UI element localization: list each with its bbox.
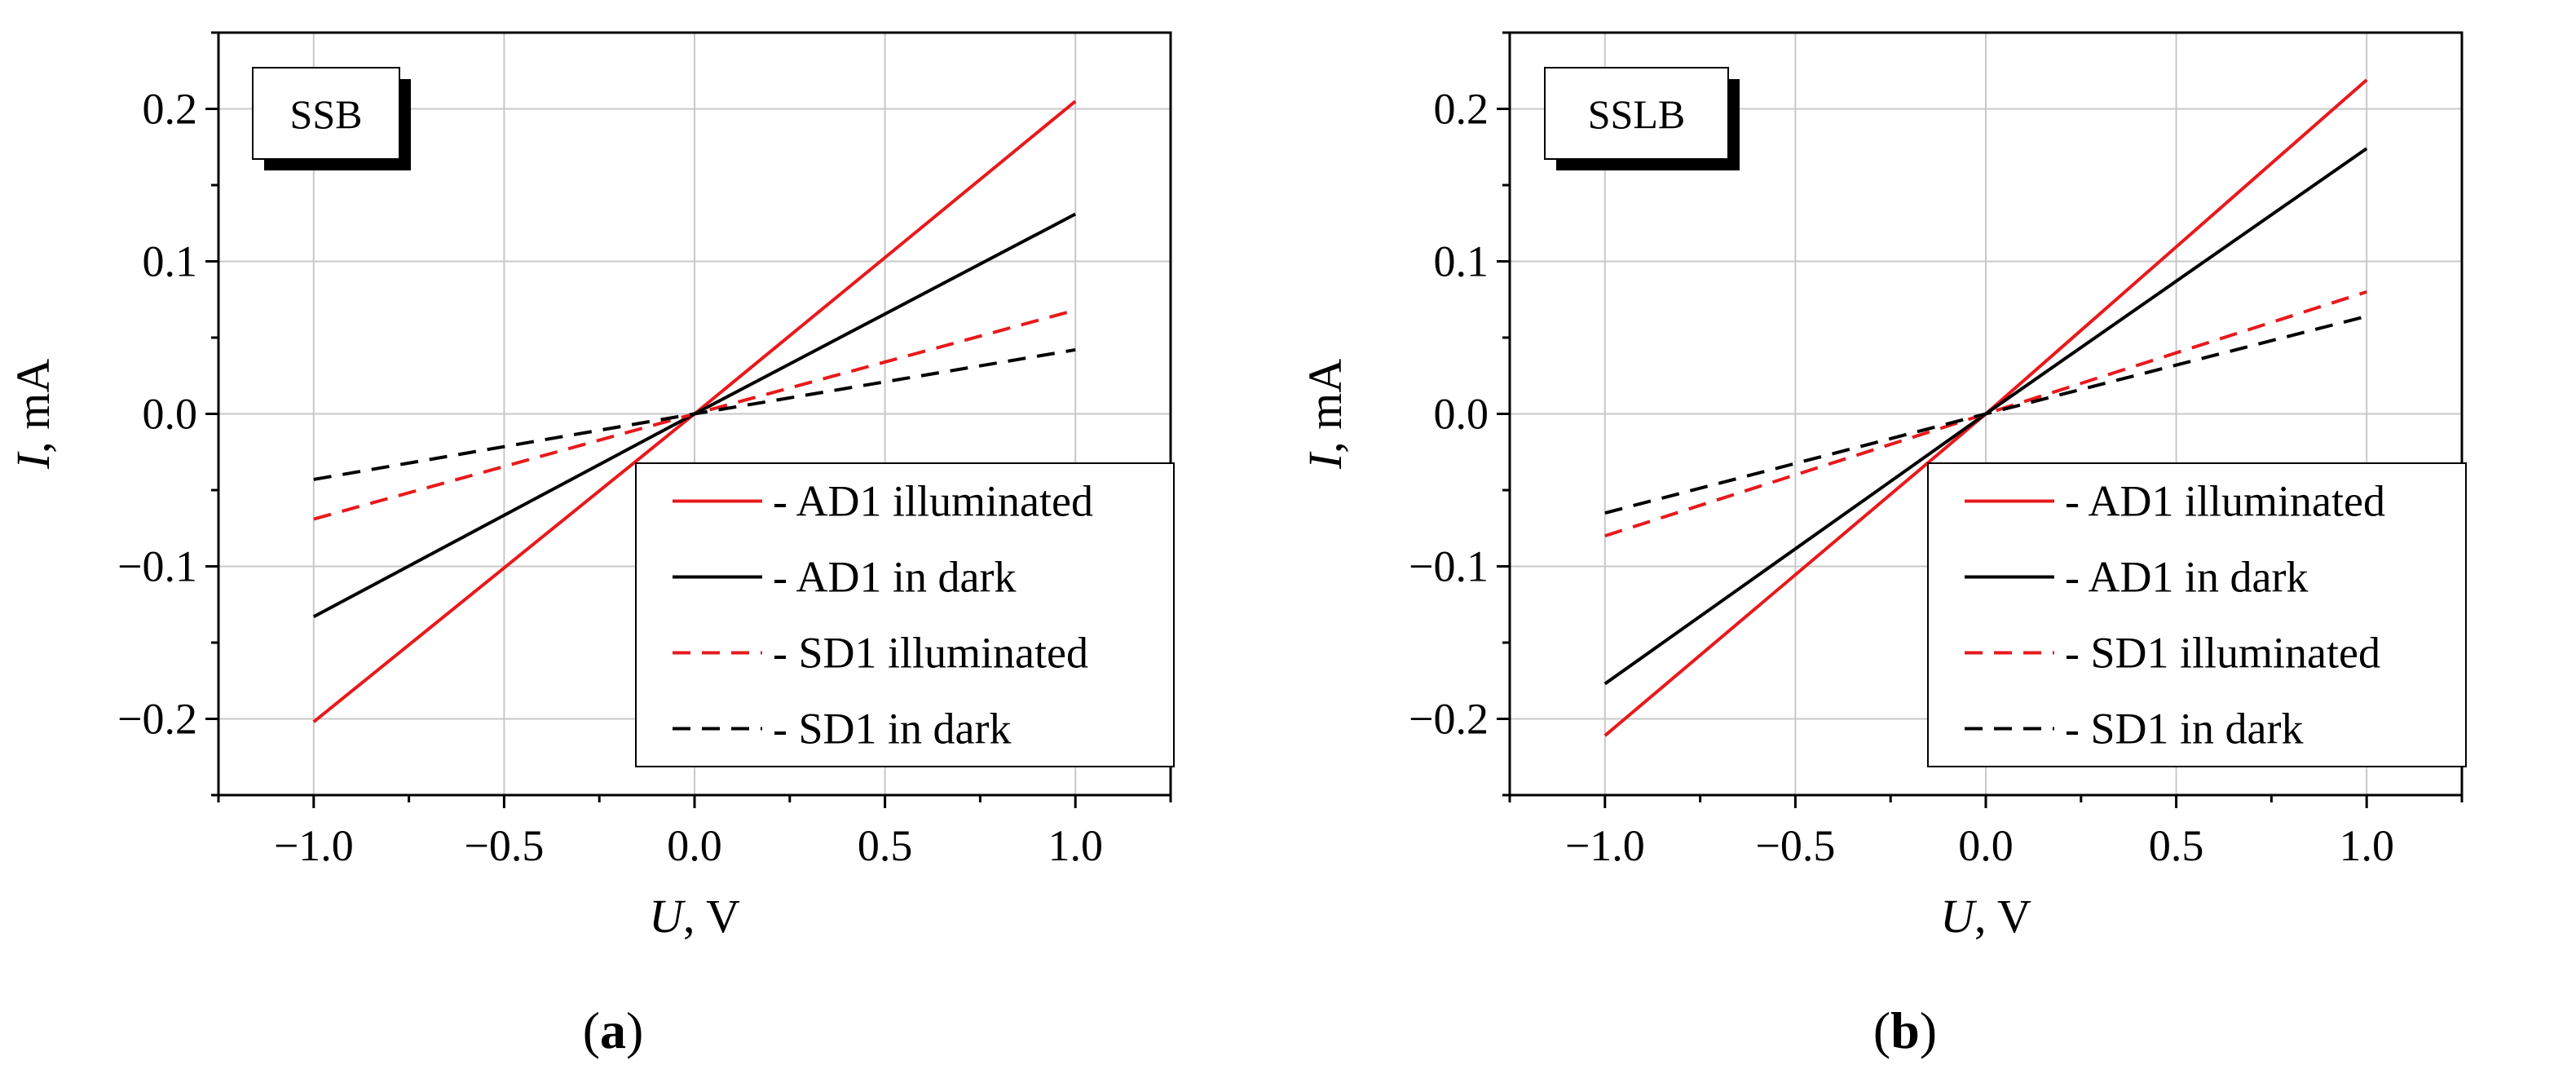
- series-line: [1604, 289, 2367, 538]
- x-tick-label: −0.5: [1755, 821, 1835, 870]
- chart-panel-a: −1.0 −0.5 0.0 0.5 1.0 −0.2 −0.1 0.0 0.1 0.2 U, V I,…: [7, 31, 1175, 1059]
- sample-tag-box: [252, 67, 400, 160]
- legend-entry-label: - SD1 illuminated: [2065, 629, 2380, 678]
- y-tick-label: −0.1: [1409, 542, 1489, 591]
- x-tick-label: 0.0: [1958, 821, 2014, 870]
- y-tick-label: 0.1: [143, 237, 198, 286]
- x-tick-label: −1.0: [274, 821, 354, 870]
- sample-tag-label: SSB: [290, 91, 363, 137]
- x-tick-label: 0.5: [858, 821, 913, 870]
- legend-box: [1927, 462, 2467, 767]
- series-line: [313, 347, 1076, 481]
- y-tick-label: 0.2: [1434, 85, 1489, 134]
- x-tick-label: 0.0: [667, 821, 722, 870]
- y-tick-label: 0.0: [143, 390, 198, 439]
- legend-entry-label: - AD1 illuminated: [2065, 477, 2385, 526]
- x-tick-label: 1.0: [2339, 821, 2394, 870]
- y-tick-label: 0.1: [1434, 237, 1489, 286]
- panel-label: (b): [1873, 1001, 1937, 1059]
- chart-panel-b: −1.0 −0.5 0.0 0.5 1.0 −0.2 −0.1 0.0 0.1 0.2 U, V I,…: [1299, 31, 2467, 1059]
- y-tick-label: −0.1: [117, 542, 197, 591]
- legend-entry-label: - SD1 illuminated: [773, 629, 1088, 678]
- x-tick-label: 1.0: [1048, 821, 1103, 870]
- legend-entry-label: - SD1 in dark: [773, 705, 1011, 754]
- x-tick-label: −1.0: [1565, 821, 1645, 870]
- y-axis-title: I, mA: [7, 359, 60, 470]
- y-tick-label: 0.2: [143, 85, 198, 134]
- x-tick-label: 0.5: [2149, 821, 2204, 870]
- y-tick-label: −0.2: [117, 695, 197, 744]
- legend-entry-label: - AD1 illuminated: [773, 477, 1093, 526]
- series-line: [1604, 314, 2367, 515]
- x-tick-label: −0.5: [464, 821, 544, 870]
- legend-entry-label: - AD1 in dark: [773, 553, 1016, 602]
- legend-entry-label: - AD1 in dark: [2065, 553, 2308, 602]
- y-tick-label: 0.0: [1434, 390, 1489, 439]
- y-tick-label: −0.2: [1409, 695, 1489, 744]
- sample-tag-box: [1544, 67, 1729, 160]
- x-axis-title: U, V: [649, 890, 740, 943]
- x-axis-title: U, V: [1940, 890, 2031, 943]
- legend-box: [635, 462, 1175, 767]
- y-axis-title: I, mA: [1299, 359, 1352, 470]
- legend-entry-label: - SD1 in dark: [2065, 705, 2303, 754]
- panel-label: (a): [583, 1001, 644, 1059]
- sample-tag-label: SSLB: [1588, 91, 1686, 137]
